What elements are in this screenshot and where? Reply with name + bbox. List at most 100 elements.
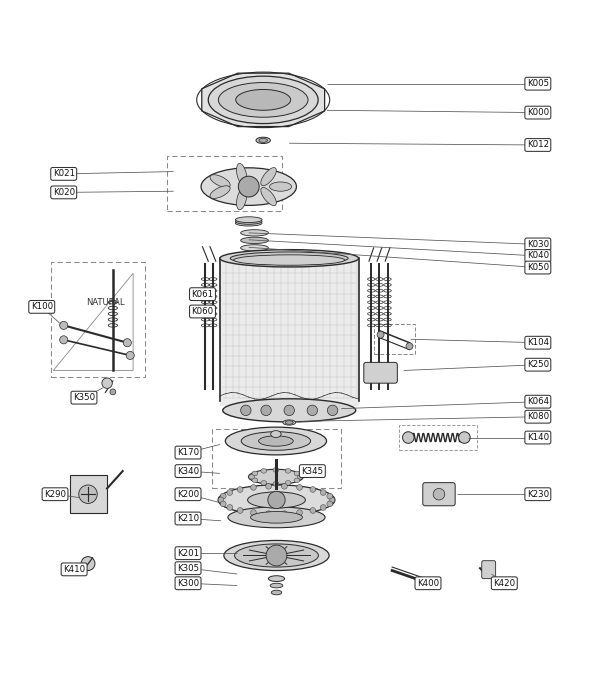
Ellipse shape	[248, 492, 306, 508]
Circle shape	[241, 405, 251, 415]
Text: K000: K000	[527, 108, 549, 117]
Ellipse shape	[218, 497, 224, 503]
Ellipse shape	[237, 188, 247, 210]
Ellipse shape	[237, 507, 243, 514]
Text: K060: K060	[191, 307, 214, 316]
Ellipse shape	[252, 471, 258, 476]
Ellipse shape	[268, 576, 284, 581]
Ellipse shape	[210, 186, 230, 199]
Circle shape	[458, 431, 470, 443]
Bar	[212, 429, 341, 489]
Circle shape	[268, 491, 285, 509]
Ellipse shape	[297, 475, 303, 479]
Ellipse shape	[258, 436, 293, 446]
Circle shape	[327, 405, 338, 415]
Text: K040: K040	[527, 252, 549, 261]
Text: K104: K104	[527, 338, 549, 347]
Ellipse shape	[251, 512, 303, 523]
Circle shape	[60, 336, 68, 344]
Ellipse shape	[210, 175, 230, 187]
Ellipse shape	[294, 478, 300, 482]
Text: K290: K290	[44, 490, 66, 499]
Ellipse shape	[236, 89, 291, 110]
Ellipse shape	[248, 469, 303, 484]
Text: K064: K064	[527, 397, 549, 406]
Text: K345: K345	[301, 466, 323, 475]
Text: K420: K420	[493, 579, 516, 588]
Ellipse shape	[237, 163, 247, 185]
Ellipse shape	[249, 475, 254, 479]
Text: K061: K061	[191, 290, 214, 298]
Ellipse shape	[327, 501, 333, 507]
Circle shape	[102, 378, 112, 388]
Bar	[373, 324, 415, 354]
Text: K230: K230	[527, 490, 549, 499]
Bar	[70, 475, 107, 513]
Ellipse shape	[271, 590, 281, 595]
Ellipse shape	[218, 485, 335, 515]
Ellipse shape	[223, 399, 356, 422]
Circle shape	[60, 321, 68, 330]
Circle shape	[402, 431, 414, 443]
Text: K250: K250	[527, 360, 549, 369]
Ellipse shape	[225, 427, 326, 455]
Circle shape	[238, 176, 259, 197]
Text: NATURAL: NATURAL	[86, 298, 124, 307]
Bar	[399, 425, 477, 450]
Text: K305: K305	[177, 564, 199, 573]
Ellipse shape	[310, 507, 316, 514]
Ellipse shape	[235, 217, 262, 222]
Text: K080: K080	[527, 412, 549, 421]
Ellipse shape	[227, 505, 232, 510]
Ellipse shape	[227, 489, 232, 496]
Circle shape	[78, 485, 97, 503]
Ellipse shape	[259, 138, 267, 142]
Ellipse shape	[270, 583, 283, 588]
FancyBboxPatch shape	[423, 482, 455, 506]
Ellipse shape	[235, 220, 262, 226]
Circle shape	[110, 389, 116, 395]
Ellipse shape	[208, 76, 318, 123]
Ellipse shape	[261, 480, 267, 485]
Ellipse shape	[228, 507, 325, 528]
Ellipse shape	[241, 237, 268, 243]
Text: K020: K020	[53, 188, 75, 197]
Ellipse shape	[230, 252, 348, 265]
Circle shape	[126, 351, 135, 360]
Ellipse shape	[266, 511, 271, 516]
Text: K021: K021	[53, 169, 75, 178]
Ellipse shape	[234, 255, 345, 266]
Ellipse shape	[261, 167, 276, 185]
Bar	[220, 259, 359, 406]
Ellipse shape	[251, 484, 256, 490]
Text: K400: K400	[417, 579, 439, 588]
Ellipse shape	[310, 487, 316, 492]
Ellipse shape	[252, 478, 258, 482]
Ellipse shape	[320, 505, 326, 510]
FancyBboxPatch shape	[364, 362, 397, 383]
Ellipse shape	[261, 187, 276, 206]
Ellipse shape	[297, 510, 303, 516]
Ellipse shape	[329, 497, 335, 503]
Ellipse shape	[285, 421, 293, 424]
Ellipse shape	[320, 489, 326, 496]
Ellipse shape	[220, 250, 359, 267]
Bar	[51, 262, 145, 377]
Ellipse shape	[235, 544, 319, 567]
Circle shape	[307, 405, 317, 415]
Ellipse shape	[294, 471, 300, 476]
Ellipse shape	[285, 468, 291, 473]
Polygon shape	[202, 73, 325, 127]
Ellipse shape	[224, 540, 329, 571]
Ellipse shape	[220, 501, 226, 507]
Ellipse shape	[261, 468, 267, 473]
Ellipse shape	[297, 484, 303, 490]
Circle shape	[377, 331, 384, 338]
Circle shape	[123, 339, 132, 347]
Circle shape	[406, 343, 413, 350]
Text: K030: K030	[527, 240, 549, 249]
Ellipse shape	[285, 480, 291, 485]
Ellipse shape	[266, 483, 271, 489]
Ellipse shape	[251, 510, 256, 516]
Ellipse shape	[201, 168, 296, 206]
